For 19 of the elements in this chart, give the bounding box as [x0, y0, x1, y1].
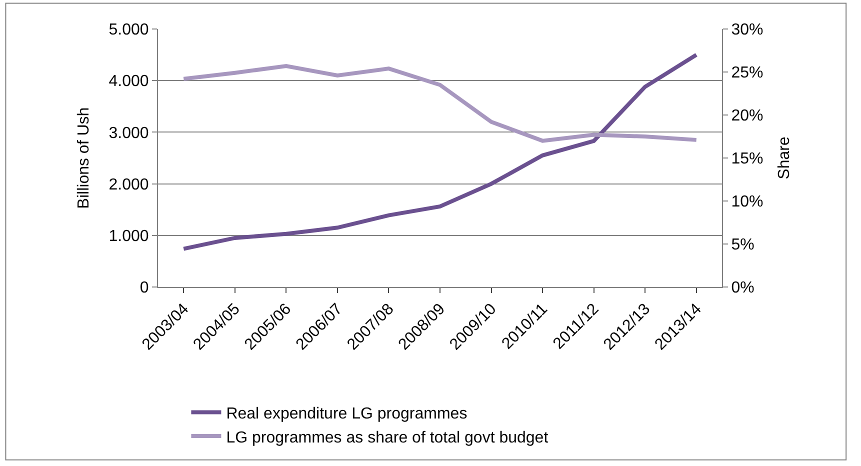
- legend-label: Real expenditure LG programmes: [226, 406, 468, 422]
- legend-label: LG programmes as share of total govt budget: [226, 429, 549, 446]
- y2-tick-label: 20%: [731, 108, 764, 125]
- y-tick-label: 1.000: [108, 228, 149, 245]
- y2-tick-label: 25%: [731, 64, 764, 82]
- y-tick-label: 3.000: [108, 124, 149, 142]
- y-tick-label: 4.000: [108, 73, 149, 90]
- y-tick-label: 5.000: [108, 22, 149, 39]
- y2-tick-label: 15%: [731, 150, 764, 168]
- y2-axis-title: Share: [776, 136, 793, 180]
- y-tick-label: 0: [140, 280, 149, 297]
- y2-tick-label: 0%: [731, 280, 754, 297]
- y2-tick-label: 10%: [731, 194, 764, 211]
- line-series: [182, 64, 698, 143]
- y2-tick-label: 30%: [731, 22, 764, 39]
- y2-tick-label: 5%: [731, 236, 754, 254]
- line-series: [182, 52, 698, 251]
- y-axis-title: Billions of Ush: [76, 107, 93, 209]
- y-tick-label: 2.000: [108, 176, 149, 194]
